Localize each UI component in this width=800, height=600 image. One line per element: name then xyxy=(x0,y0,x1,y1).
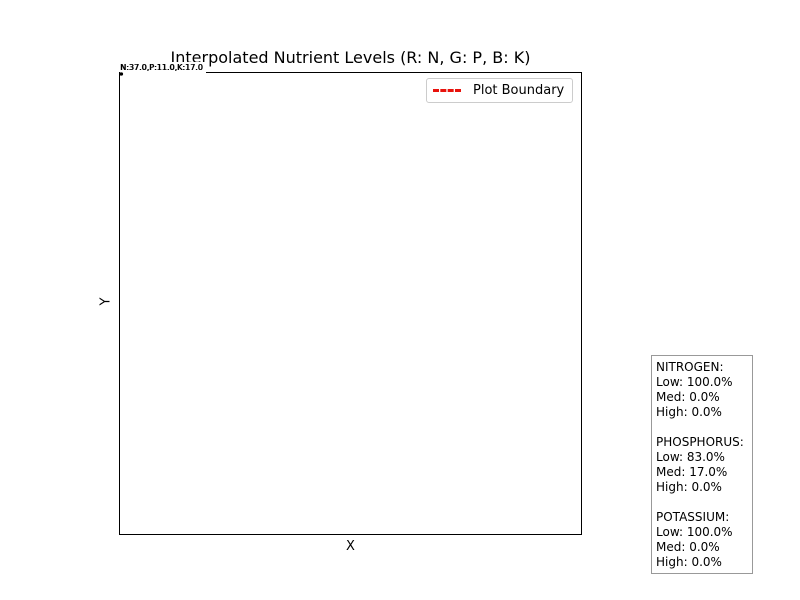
stats-group-potassium: POTASSIUM: Low: 100.0% Med: 0.0% High: 0… xyxy=(656,510,748,570)
stats-group-phosphorus: PHOSPHORUS: Low: 83.0% Med: 17.0% High: … xyxy=(656,435,748,495)
stats-line: Low: 100.0% xyxy=(656,375,733,389)
stats-line: High: 0.0% xyxy=(656,555,722,569)
stats-line: High: 0.0% xyxy=(656,480,722,494)
legend: Plot Boundary xyxy=(426,78,573,103)
stats-line: Low: 100.0% xyxy=(656,525,733,539)
plot-area xyxy=(119,72,582,535)
stats-title: NITROGEN: xyxy=(656,360,724,374)
stats-line: Med: 0.0% xyxy=(656,390,720,404)
sample-point-label: N:37.0,P:11.0,K:17.0 xyxy=(121,63,204,72)
legend-label-plot-boundary: Plot Boundary xyxy=(473,83,565,98)
sample-point-label: N:37.0,P:11.0,K:17.0 xyxy=(120,63,203,72)
chart-title: Interpolated Nutrient Levels (R: N, G: P… xyxy=(170,48,531,67)
stats-line: Med: 0.0% xyxy=(656,540,720,554)
legend-swatch-plot-boundary xyxy=(433,89,461,92)
stats-title: PHOSPHORUS: xyxy=(656,435,744,449)
sample-point xyxy=(119,72,124,76)
stats-line: Low: 83.0% xyxy=(656,450,725,464)
stats-group-nitrogen: NITROGEN: Low: 100.0% Med: 0.0% High: 0.… xyxy=(656,360,748,420)
stats-title: POTASSIUM: xyxy=(656,510,730,524)
point-label-background xyxy=(120,62,206,73)
stats-line: High: 0.0% xyxy=(656,405,722,419)
stats-line: Med: 17.0% xyxy=(656,465,728,479)
x-axis-label: X xyxy=(346,539,355,554)
nutrient-stats-box: NITROGEN: Low: 100.0% Med: 0.0% High: 0.… xyxy=(651,355,753,574)
